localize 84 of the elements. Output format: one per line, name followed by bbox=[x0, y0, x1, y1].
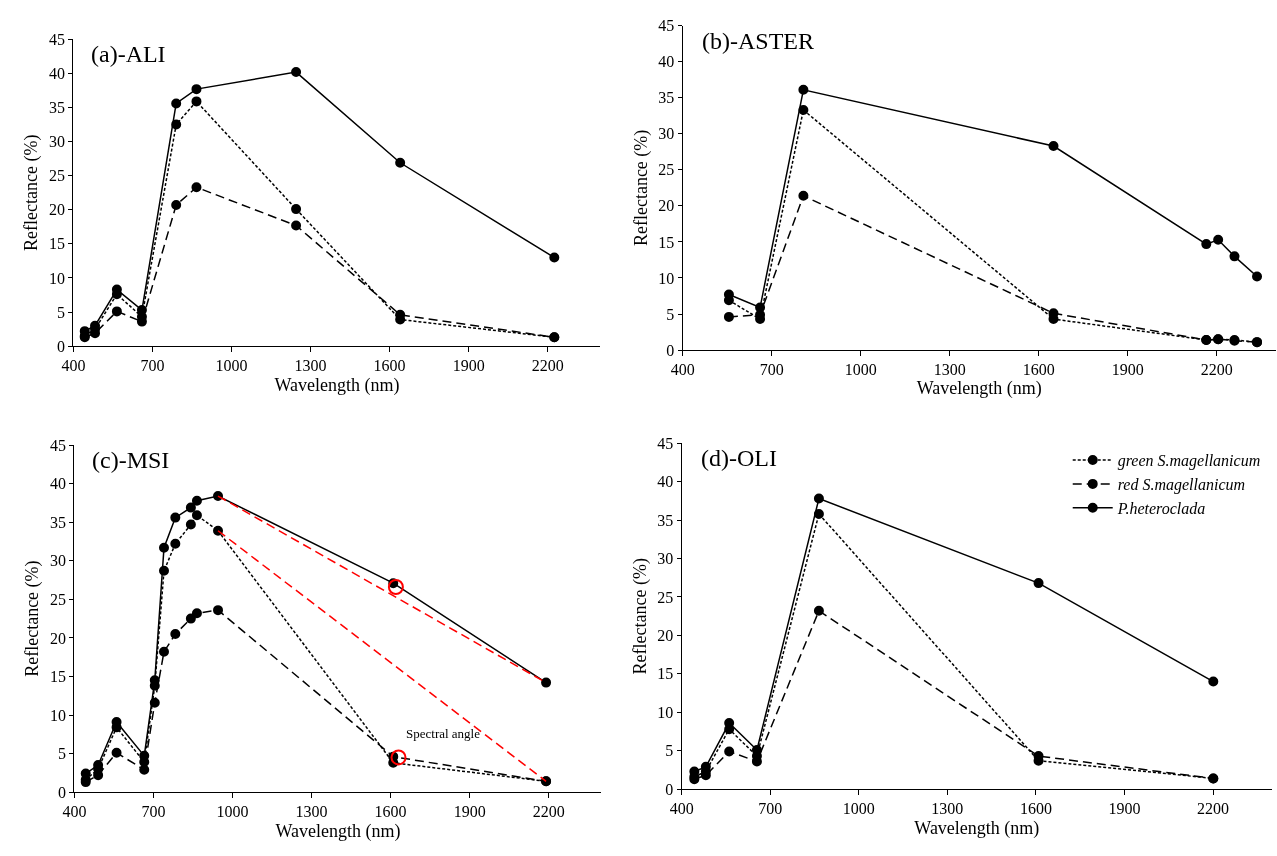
legend-label: red S.magellanicum bbox=[1117, 476, 1246, 495]
x-axis-title: Wavelength (nm) bbox=[916, 378, 1042, 400]
annotation: Spectral angle bbox=[406, 726, 481, 741]
y-tick-label: 20 bbox=[50, 629, 67, 647]
x-axis-title: Wavelength (nm) bbox=[274, 374, 400, 396]
y-tick-label: 35 bbox=[50, 513, 67, 531]
y-axis-title: Reflectance (%) bbox=[22, 560, 44, 677]
y-tick-label: 40 bbox=[50, 475, 67, 493]
y-tick-label: 0 bbox=[57, 337, 66, 355]
y-tick-label: 45 bbox=[50, 436, 67, 454]
chart-title: (c)-MSI bbox=[92, 447, 170, 473]
y-tick-label: 20 bbox=[658, 197, 675, 215]
x-tick-label: 1900 bbox=[1111, 361, 1144, 379]
y-tick-label: 30 bbox=[50, 552, 67, 570]
legend-label: green S.magellanicum bbox=[1117, 452, 1261, 471]
y-tick-label: 45 bbox=[658, 17, 675, 35]
y-tick-label: 5 bbox=[665, 742, 674, 760]
x-tick-label: 400 bbox=[670, 361, 695, 379]
x-axis-title: Wavelength (nm) bbox=[914, 817, 1040, 839]
x-tick-label: 400 bbox=[669, 800, 694, 818]
y-tick-label: 10 bbox=[658, 269, 675, 287]
y-tick-label: 0 bbox=[58, 783, 67, 801]
y-tick-label: 25 bbox=[657, 588, 674, 606]
y-tick-label: 20 bbox=[657, 627, 674, 644]
x-tick-label: 1300 bbox=[931, 800, 964, 818]
x-tick-label: 1000 bbox=[216, 803, 249, 821]
chart-title: (d)-OLI bbox=[701, 445, 777, 471]
y-tick-label: 25 bbox=[50, 590, 67, 608]
x-tick-label: 700 bbox=[141, 803, 166, 821]
y-tick-label: 35 bbox=[657, 511, 674, 529]
y-tick-label: 0 bbox=[665, 780, 674, 798]
x-tick-label: 1600 bbox=[374, 803, 407, 821]
y-tick-label: 40 bbox=[657, 473, 674, 491]
y-tick-label: 25 bbox=[658, 161, 675, 179]
x-tick-label: 1300 bbox=[295, 803, 328, 821]
x-tick-label: 1900 bbox=[452, 357, 485, 375]
x-tick-label: 400 bbox=[61, 357, 86, 375]
y-axis-title: Reflectance (%) bbox=[21, 134, 43, 251]
y-tick-label: 45 bbox=[657, 434, 674, 452]
y-tick-label: 15 bbox=[50, 668, 67, 686]
x-tick-label: 1000 bbox=[842, 800, 875, 818]
y-tick-label: 0 bbox=[666, 341, 675, 359]
y-tick-label: 30 bbox=[658, 125, 675, 143]
y-tick-label: 20 bbox=[49, 201, 66, 219]
y-tick-label: 15 bbox=[657, 665, 674, 683]
y-tick-label: 35 bbox=[49, 99, 66, 117]
x-tick-label: 1000 bbox=[844, 361, 877, 379]
x-tick-label: 1900 bbox=[453, 803, 486, 821]
x-tick-label: 400 bbox=[62, 803, 87, 821]
x-tick-label: 700 bbox=[759, 361, 784, 379]
y-tick-label: 15 bbox=[658, 233, 675, 251]
y-tick-label: 25 bbox=[49, 167, 66, 185]
y-tick-label: 5 bbox=[57, 303, 66, 321]
y-tick-label: 10 bbox=[49, 269, 66, 287]
x-tick-label: 700 bbox=[758, 800, 783, 818]
chart-title: (a)-ALI bbox=[91, 41, 166, 67]
x-tick-label: 2200 bbox=[531, 357, 564, 375]
x-tick-label: 2200 bbox=[1200, 361, 1233, 379]
x-tick-label: 1000 bbox=[215, 357, 248, 375]
y-tick-label: 5 bbox=[666, 305, 675, 323]
y-tick-label: 5 bbox=[58, 745, 67, 763]
y-tick-label: 15 bbox=[49, 235, 66, 253]
y-tick-label: 40 bbox=[49, 65, 66, 83]
y-tick-label: 10 bbox=[657, 703, 674, 721]
x-tick-label: 1300 bbox=[294, 357, 327, 375]
x-tick-label: 1300 bbox=[933, 361, 966, 379]
chart-title: (b)-ASTER bbox=[702, 28, 814, 54]
y-axis-title: Reflectance (%) bbox=[630, 129, 652, 247]
x-tick-label: 1900 bbox=[1108, 800, 1141, 818]
x-tick-label: 1600 bbox=[373, 357, 406, 375]
x-tick-label: 2200 bbox=[532, 803, 565, 821]
x-tick-label: 2200 bbox=[1197, 800, 1230, 818]
y-tick-label: 10 bbox=[50, 706, 67, 724]
x-axis-title: Wavelength (nm) bbox=[275, 820, 401, 842]
y-tick-label: 45 bbox=[49, 30, 66, 48]
y-tick-label: 40 bbox=[658, 53, 675, 71]
y-tick-label: 30 bbox=[657, 550, 674, 568]
legend-label: P.heteroclada bbox=[1116, 499, 1206, 517]
x-tick-label: 1600 bbox=[1022, 361, 1055, 379]
x-tick-label: 700 bbox=[140, 357, 165, 375]
y-axis-title: Reflectance (%) bbox=[629, 557, 651, 675]
y-tick-label: 30 bbox=[49, 133, 66, 151]
y-tick-label: 35 bbox=[658, 89, 675, 107]
x-tick-label: 1600 bbox=[1019, 800, 1052, 818]
